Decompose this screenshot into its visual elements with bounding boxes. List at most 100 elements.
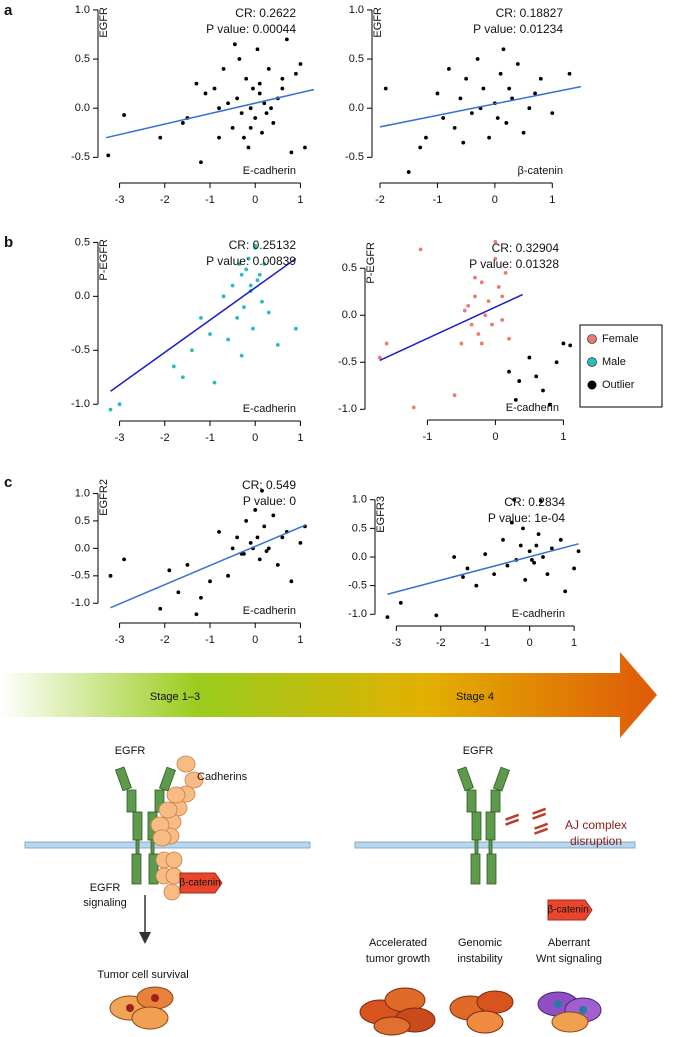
point [527, 355, 532, 360]
point [459, 341, 464, 346]
y-axis-label: P-EGFR [365, 242, 377, 284]
x-tick-label: 1 [549, 194, 555, 206]
point [461, 140, 466, 145]
point [298, 540, 303, 545]
point [473, 294, 477, 299]
y-tick-label: 0.0 [349, 102, 364, 114]
y-tick-label: 0.5 [75, 515, 90, 527]
x-tick-label: -1 [205, 194, 215, 206]
point [253, 508, 258, 512]
shape [505, 818, 520, 826]
disruption-label: AJ complex [565, 818, 627, 832]
point [385, 615, 390, 620]
y-tick-label: -1.0 [338, 403, 357, 415]
point [533, 91, 537, 96]
shape [551, 1011, 589, 1033]
cells [359, 987, 602, 1036]
point [483, 313, 488, 318]
point [190, 348, 194, 353]
point [294, 326, 298, 331]
point [418, 145, 423, 150]
point [545, 572, 550, 577]
shape [126, 789, 137, 813]
aj-fragments [505, 807, 549, 835]
y-tick-label: 0.5 [349, 53, 364, 65]
point [255, 278, 260, 283]
point [230, 546, 235, 551]
point [232, 42, 237, 47]
point [572, 566, 577, 571]
point [275, 562, 280, 567]
point [221, 66, 226, 71]
beta-catenin [179, 872, 223, 894]
point [490, 322, 494, 327]
point [264, 111, 269, 116]
point [212, 380, 217, 385]
legend-label: Male [602, 356, 626, 368]
point [536, 532, 541, 536]
point [221, 294, 226, 299]
point [106, 153, 111, 158]
point [576, 549, 581, 554]
point [280, 76, 285, 81]
point [257, 91, 262, 96]
point [262, 262, 267, 266]
shape [471, 811, 482, 841]
point [529, 557, 534, 562]
shape [126, 1004, 134, 1012]
y-tick-label: -0.5 [348, 580, 367, 592]
x-axis-label: E-cadherin [243, 165, 296, 177]
point [253, 243, 258, 248]
point [294, 71, 298, 76]
point [538, 76, 543, 81]
point [504, 121, 509, 125]
point [486, 299, 491, 304]
point [510, 96, 514, 101]
y-axis-label: EGFR3 [375, 496, 387, 533]
x-tick-label: -1 [433, 194, 443, 206]
shape [534, 827, 549, 835]
shape [158, 801, 178, 819]
outcome-label: Wnt signaling [536, 953, 602, 965]
point [398, 600, 403, 605]
point [226, 573, 230, 578]
point [262, 101, 267, 106]
point [527, 549, 532, 554]
point [469, 111, 474, 116]
shape [488, 839, 493, 855]
shape [166, 786, 186, 804]
point [541, 555, 545, 559]
x-tick-label: 1 [560, 431, 566, 443]
shape [456, 766, 474, 792]
point [251, 86, 255, 91]
x-tick-label: 1 [571, 637, 577, 649]
point [521, 526, 525, 531]
point [167, 568, 172, 573]
panel-label: a [4, 2, 13, 19]
y-axis-label: EGFR [98, 7, 110, 38]
cr-label: CR: 0.2834 [504, 495, 565, 509]
panel-label: b [4, 234, 13, 251]
y-tick-label: -0.5 [71, 151, 90, 163]
point [498, 71, 503, 76]
point [554, 360, 559, 365]
outcome-label: tumor growth [366, 953, 430, 965]
point [264, 549, 269, 554]
p-label: P value: 0 [243, 494, 296, 508]
x-tick-label: 1 [297, 634, 303, 646]
point [235, 316, 240, 320]
point [171, 364, 176, 369]
y-tick-label: 0.5 [75, 53, 90, 65]
x-tick-label: -1 [480, 637, 490, 649]
x-tick-label: 0 [492, 431, 498, 443]
point [269, 106, 273, 111]
shape [176, 755, 196, 773]
p-label: P value: 0.00044 [206, 22, 296, 36]
point [244, 76, 249, 81]
point [108, 573, 113, 578]
shape [532, 807, 547, 815]
point [538, 498, 543, 503]
y-tick-label: -0.5 [338, 356, 357, 368]
point [176, 590, 181, 595]
point [203, 91, 208, 96]
